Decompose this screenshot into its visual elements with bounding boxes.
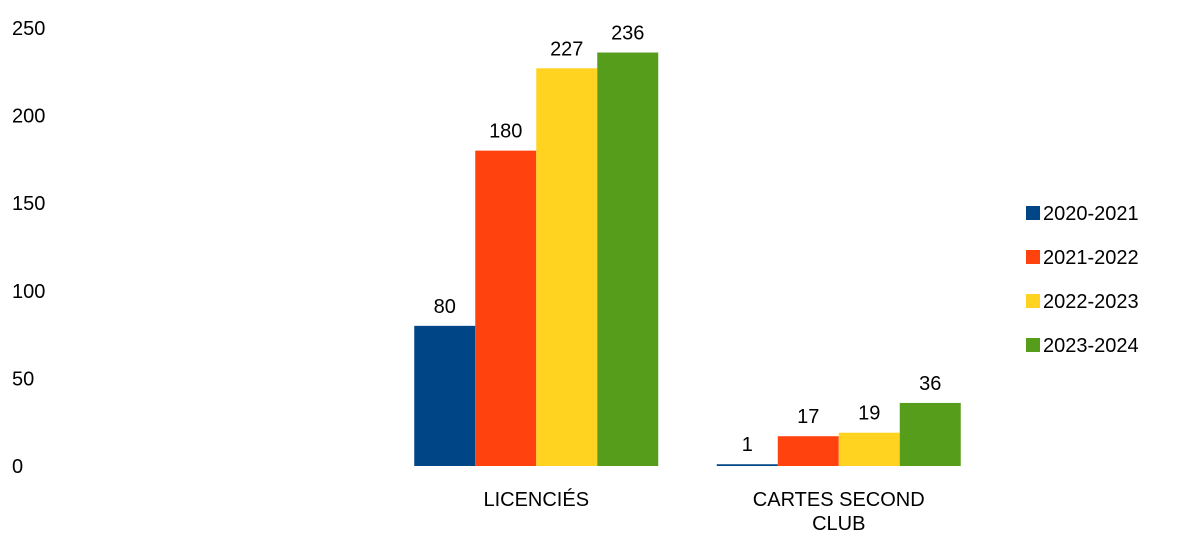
bar xyxy=(716,464,778,466)
bar xyxy=(597,52,659,466)
y-axis: 0 50 100 150 200 250 xyxy=(12,18,45,478)
data-label: 19 xyxy=(858,403,880,425)
legend-label: 2021-2022 xyxy=(1043,247,1139,269)
bar xyxy=(899,402,961,466)
data-label: 180 xyxy=(489,121,522,143)
data-label: 1 xyxy=(742,434,753,456)
legend-label: 2020-2021 xyxy=(1043,203,1139,225)
bar xyxy=(475,150,537,466)
data-label: 36 xyxy=(919,373,941,395)
y-tick-label: 100 xyxy=(12,281,45,303)
bars-group xyxy=(414,52,961,467)
legend-swatch xyxy=(1026,338,1040,352)
data-label: 17 xyxy=(797,406,819,428)
data-label: 236 xyxy=(611,23,644,45)
data-label: 80 xyxy=(434,296,456,318)
y-tick-label: 200 xyxy=(12,106,45,128)
y-tick-label: 50 xyxy=(12,368,34,390)
y-tick-label: 150 xyxy=(12,193,45,215)
x-category-label: LICENCIÉS xyxy=(483,488,589,511)
legend-swatch xyxy=(1026,294,1040,308)
legend-label: 2022-2023 xyxy=(1043,291,1139,313)
data-label: 227 xyxy=(550,38,583,60)
legend-label: 2023-2024 xyxy=(1043,335,1139,357)
legend-swatch xyxy=(1026,206,1040,220)
legend: 2020-2021 2021-2022 2022-2023 2023-2024 xyxy=(1026,203,1139,357)
bar xyxy=(414,325,476,466)
bar xyxy=(838,432,900,466)
bar xyxy=(777,436,839,466)
y-tick-label: 250 xyxy=(12,18,45,40)
data-labels-group: 80 180 227 236 1 17 19 36 xyxy=(434,23,942,457)
bar xyxy=(536,68,598,467)
x-category-label: CARTES SECOND xyxy=(753,489,925,511)
legend-swatch xyxy=(1026,250,1040,264)
x-category-label: CLUB xyxy=(812,513,865,535)
y-tick-label: 0 xyxy=(12,456,23,478)
